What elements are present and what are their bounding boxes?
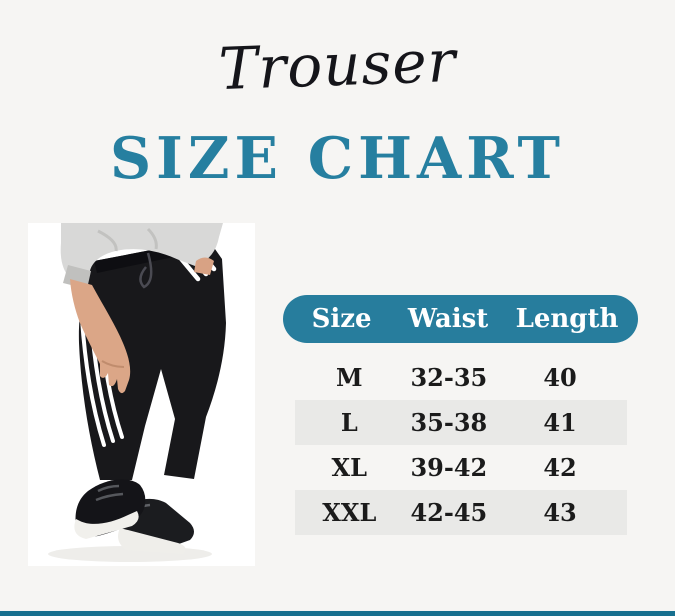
cell-length: 41 <box>543 408 577 437</box>
cell-size: M <box>335 363 363 392</box>
cell-waist: 32-35 <box>410 363 488 392</box>
product-photo <box>28 223 255 566</box>
cell-size: XXL <box>322 498 377 527</box>
size-table-header: Size Waist Length <box>283 295 638 343</box>
cell-length: 40 <box>543 363 577 392</box>
cell-waist: 35-38 <box>410 408 488 437</box>
cell-length: 42 <box>543 453 577 482</box>
column-header-length: Length <box>515 304 619 334</box>
table-row-m: M 32-35 40 <box>295 355 627 400</box>
hand-detail <box>101 360 125 368</box>
sweatshirt-folds <box>97 227 158 252</box>
cell-waist: 39-42 <box>410 453 488 482</box>
size-table-body: M 32-35 40 L 35-38 41 XL 39-42 42 XXL 42… <box>294 355 627 535</box>
left-arm-hand <box>70 279 131 394</box>
script-title: Trouser <box>217 26 458 104</box>
cell-size: L <box>340 408 358 437</box>
size-table: Size Waist Length M 32-35 40 L 35-38 41 … <box>283 295 638 535</box>
drawstring <box>139 252 153 289</box>
right-hand <box>194 257 214 275</box>
cell-length: 43 <box>543 498 577 527</box>
sweatshirt-shape <box>60 223 223 278</box>
table-row-xxl: XXL 42-45 43 <box>294 490 627 535</box>
table-row-xl: XL 39-42 42 <box>295 445 627 490</box>
cell-waist: 42-45 <box>410 498 488 527</box>
trouser-model-illustration <box>28 223 255 566</box>
footer-accent-bar <box>0 611 675 616</box>
sneaker-front <box>74 479 146 539</box>
column-header-waist: Waist <box>407 304 489 334</box>
table-row-l: L 35-38 41 <box>294 400 627 445</box>
cell-size: XL <box>331 453 368 482</box>
column-header-size: Size <box>311 304 372 334</box>
page-title: SIZE CHART <box>110 125 565 192</box>
